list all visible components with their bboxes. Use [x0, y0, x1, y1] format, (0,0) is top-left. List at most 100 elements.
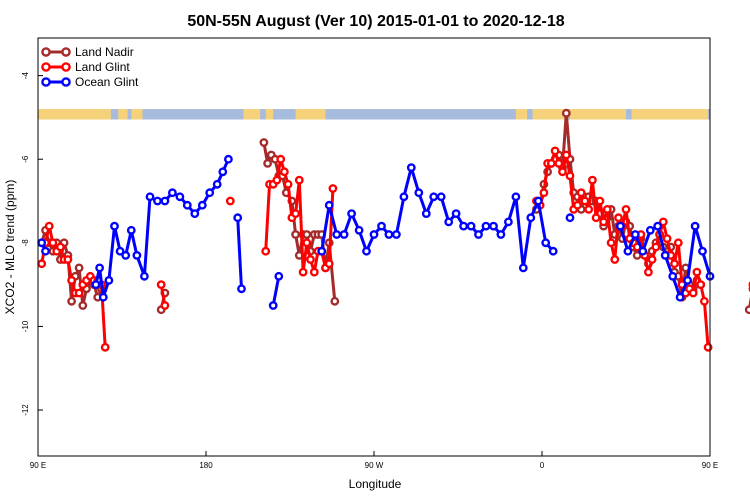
- land-glint-point: [100, 342, 110, 352]
- land-glint-point: [48, 238, 58, 248]
- land-glint-point: [272, 175, 282, 185]
- land-glint-line: [535, 149, 710, 348]
- land-glint-point: [306, 255, 315, 264]
- ocean-glint-point: [91, 280, 101, 289]
- plot-frame: [37, 37, 711, 457]
- ocean-glint-point: [399, 192, 409, 202]
- land-glint-point: [588, 175, 597, 185]
- land-glint-point: [692, 267, 702, 277]
- land-nadir-point: [263, 158, 272, 168]
- ocean-glint-point: [354, 225, 364, 235]
- land-glint-point: [602, 204, 612, 214]
- land-glint-point: [539, 188, 549, 198]
- ocean-glint-point: [98, 292, 108, 302]
- land-glint-point: [225, 196, 235, 206]
- ocean-glint-point: [638, 246, 648, 256]
- series-land-nadir: [37, 108, 750, 315]
- y-tick-label: -12: [21, 404, 30, 416]
- x-axis: 90 E 180 90 W 0 90 E: [30, 451, 718, 470]
- ocean-glint-point: [182, 200, 192, 210]
- ocean-glint-point: [481, 221, 491, 231]
- ocean-glint-point: [95, 263, 105, 273]
- land-glint-point: [696, 280, 706, 289]
- ocean-glint-point: [683, 275, 692, 285]
- land-glint-point: [44, 221, 54, 231]
- land-glint-point: [291, 209, 300, 219]
- land-glint-point: [74, 288, 84, 298]
- ocean-glint-point: [37, 238, 47, 248]
- land-glint-point: [67, 275, 77, 285]
- land-glint-point: [550, 146, 560, 156]
- y-tick-label: -4: [21, 72, 30, 80]
- ocean-glint-point: [145, 192, 155, 202]
- land-glint-point: [63, 255, 73, 264]
- ocean-glint-point: [233, 213, 243, 223]
- x-tick-label: 180: [199, 461, 213, 470]
- plot-area: [37, 108, 750, 352]
- ocean-glint-point: [429, 192, 439, 202]
- land-glint-point: [37, 259, 47, 269]
- ocean-glint-line: [236, 217, 243, 289]
- ocean-glint-point: [565, 213, 575, 223]
- land-glint-point: [283, 179, 293, 189]
- legend-swatch-marker: [61, 62, 71, 72]
- legend-swatch-marker: [41, 62, 51, 72]
- land-glint-point: [309, 267, 319, 277]
- ocean-glint-point: [391, 230, 401, 239]
- ocean-glint-point: [126, 225, 136, 235]
- land-glint-point: [584, 204, 594, 214]
- ocean-glint-point: [444, 217, 454, 227]
- legend-swatch-marker: [61, 47, 71, 57]
- ocean-glint-point: [623, 246, 633, 256]
- ocean-glint-point: [518, 263, 528, 273]
- ocean-glint-point: [324, 200, 334, 210]
- legend-item-land-nadir: Land Nadir: [41, 45, 134, 59]
- land-glint-point: [302, 238, 312, 248]
- ocean-glint-point: [175, 192, 185, 202]
- x-tick-label: 0: [540, 461, 545, 470]
- ocean-glint-point: [205, 188, 215, 198]
- land-glint-point: [606, 238, 616, 248]
- band-ocean-segment: [260, 109, 266, 120]
- land-glint-point: [546, 158, 556, 168]
- ocean-glint-point: [660, 250, 670, 260]
- land-glint-point: [324, 259, 334, 269]
- ocean-glint-point: [653, 221, 663, 231]
- land-glint-point: [700, 296, 709, 306]
- land-glint-point: [580, 196, 590, 206]
- band-ocean-segment: [708, 109, 710, 120]
- legend-swatch-marker: [41, 77, 51, 87]
- ocean-glint-point: [406, 163, 416, 173]
- ocean-glint-point: [616, 221, 625, 231]
- land-glint-point: [599, 217, 608, 227]
- ocean-glint-point: [526, 213, 536, 223]
- ocean-glint-point: [474, 230, 483, 239]
- band-ocean-segment: [325, 109, 516, 120]
- ocean-glint-point: [41, 246, 50, 256]
- ocean-glint-point: [332, 230, 342, 239]
- legend-label: Ocean Glint: [75, 75, 139, 89]
- land-ocean-band: [38, 109, 710, 120]
- land-glint-point: [610, 255, 620, 264]
- band-ocean-segment: [527, 109, 533, 120]
- ocean-glint-point: [362, 246, 371, 256]
- land-nadir-point: [302, 230, 312, 239]
- ocean-glint-point: [237, 284, 246, 294]
- land-glint-point: [573, 200, 582, 210]
- land-glint-point: [561, 150, 571, 160]
- ocean-glint-point: [167, 188, 177, 198]
- ocean-glint-point: [139, 271, 149, 281]
- y-tick-label: -6: [21, 155, 30, 163]
- x-tick-label: 90 E: [30, 461, 46, 470]
- ocean-glint-point: [160, 196, 170, 206]
- band-ocean-segment: [110, 109, 119, 120]
- land-nadir-point: [67, 296, 77, 306]
- ocean-glint-point: [675, 292, 685, 302]
- land-glint-point: [156, 280, 166, 289]
- ocean-glint-point: [223, 154, 233, 164]
- land-glint-point: [279, 167, 289, 177]
- ocean-glint-point: [197, 200, 207, 210]
- land-glint-point: [276, 154, 286, 164]
